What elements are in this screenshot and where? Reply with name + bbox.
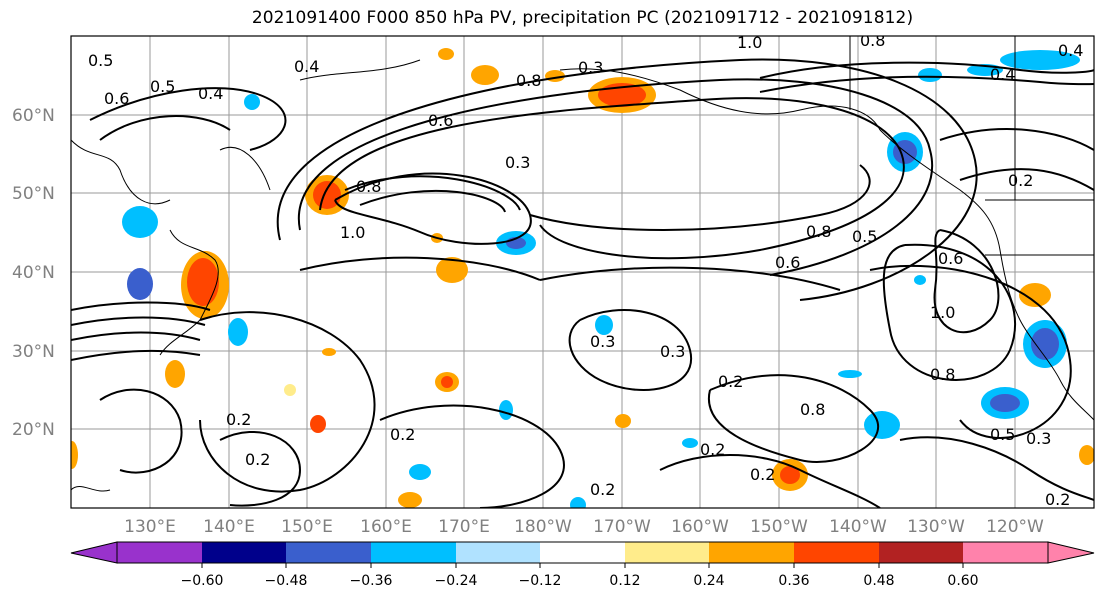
colorbar-tick-label: −0.24 xyxy=(435,573,478,589)
contour-label: 0.4 xyxy=(294,57,319,76)
contour-label: 0.5 xyxy=(88,51,113,70)
contour-label: 1.0 xyxy=(340,223,365,242)
lon-label: 140°E xyxy=(203,517,255,537)
colorbar-tick-label: −0.60 xyxy=(181,573,224,589)
colorbar-ticks xyxy=(201,563,964,568)
contour-label: 0.2 xyxy=(245,450,270,469)
contour-label: 0.4 xyxy=(198,84,223,103)
contour-label: 0.2 xyxy=(750,465,775,484)
contour-label: 0.2 xyxy=(226,410,251,429)
contour-label: 0.3 xyxy=(505,153,530,172)
colorbar-swatch xyxy=(709,542,794,563)
contour-label: 0.3 xyxy=(660,342,685,361)
lon-label: 170°E xyxy=(438,517,490,537)
contour-label: 0.3 xyxy=(590,332,615,351)
map-border xyxy=(70,35,1095,509)
lat-label: 50°N xyxy=(12,184,55,204)
colorbar-swatch xyxy=(879,542,963,563)
colorbar-swatch xyxy=(117,542,202,563)
contour-label: 0.6 xyxy=(938,249,963,268)
contour-label: 1.0 xyxy=(930,303,955,322)
colorbar-extend-high xyxy=(1047,541,1095,564)
colorbar-swatch xyxy=(794,542,879,563)
lon-label: 150°E xyxy=(281,517,333,537)
contour-label: 1.0 xyxy=(737,33,762,52)
contour-label: 0.8 xyxy=(860,31,885,50)
lat-label: 60°N xyxy=(12,106,55,126)
contour-label: 0.8 xyxy=(806,222,831,241)
contour-label: 0.8 xyxy=(516,71,541,90)
contour-label: 0.8 xyxy=(800,400,825,419)
contour-label: 0.2 xyxy=(718,372,743,391)
map-title: 2021091400 F000 850 hPa PV, precipitatio… xyxy=(251,8,914,28)
contour-label: 0.2 xyxy=(390,425,415,444)
colorbar-border xyxy=(116,541,1049,564)
precip-patches xyxy=(71,48,1094,508)
contour-label: 0.8 xyxy=(930,365,955,384)
colorbar-swatch xyxy=(456,542,540,563)
colorbar-extend-low xyxy=(70,541,118,564)
lat-label: 30°N xyxy=(12,342,55,362)
lat-label: 40°N xyxy=(12,263,55,283)
contour-label: 0.6 xyxy=(104,89,129,108)
lon-label: 130°E xyxy=(124,517,176,537)
contour-label: 0.4 xyxy=(1058,41,1083,60)
lon-label: 160°W xyxy=(671,517,729,537)
colorbar-tick-label: 0.48 xyxy=(863,573,894,589)
lon-label: 160°E xyxy=(360,517,412,537)
gridlines xyxy=(71,36,1094,508)
colorbar-tick-label: −0.12 xyxy=(519,573,562,589)
colorbar-tick-label: −0.48 xyxy=(265,573,308,589)
contour-labels: 0.5 0.6 0.5 0.4 0.4 0.6 0.3 0.8 1.0 0.8 … xyxy=(88,31,1083,509)
contour-label: 0.5 xyxy=(150,77,175,96)
contour-label: 0.6 xyxy=(428,111,453,130)
colorbar-tick-label: 0.12 xyxy=(609,573,640,589)
lon-label: 130°W xyxy=(907,517,965,537)
lon-label: 120°W xyxy=(986,517,1044,537)
colorbar-swatch xyxy=(963,542,1048,563)
colorbar-swatch xyxy=(625,542,709,563)
colorbar: −0.60 −0.48 −0.36 −0.24 −0.12 0.12 0.24 … xyxy=(70,541,1095,589)
colorbar-swatch xyxy=(371,542,456,563)
contour-label: 0.2 xyxy=(1045,490,1070,509)
lat-label: 20°N xyxy=(12,420,55,440)
colorbar-tick-label: 0.36 xyxy=(778,573,809,589)
colorbar-tick-label: 0.60 xyxy=(947,573,978,589)
colorbar-tick-label: 0.24 xyxy=(693,573,724,589)
contour-label: 0.8 xyxy=(356,177,381,196)
contour-label: 0.3 xyxy=(578,58,603,77)
contour-label: 0.2 xyxy=(1008,171,1033,190)
colorbar-swatch xyxy=(202,542,286,563)
contour-label: 0.5 xyxy=(990,425,1015,444)
coastlines xyxy=(71,36,1094,492)
contour-label: 0.4 xyxy=(990,65,1015,84)
colorbar-swatch xyxy=(286,542,371,563)
contour-label: 0.5 xyxy=(852,227,877,246)
contour-label: 0.2 xyxy=(590,480,615,499)
colorbar-tick-label: −0.36 xyxy=(350,573,393,589)
pv-contours xyxy=(71,58,1094,508)
lon-label: 170°W xyxy=(593,517,651,537)
latitude-labels: 60°N 50°N 40°N 30°N 20°N xyxy=(12,106,55,440)
lon-label: 140°W xyxy=(829,517,887,537)
lon-label: 150°W xyxy=(750,517,808,537)
colorbar-swatch xyxy=(540,542,625,563)
contour-label: 0.3 xyxy=(1026,429,1051,448)
contour-label: 0.6 xyxy=(775,253,800,272)
lon-label: 180°W xyxy=(514,517,572,537)
longitude-labels: 130°E 140°E 150°E 160°E 170°E 180°W 170°… xyxy=(124,517,1044,537)
contour-label: 0.2 xyxy=(700,440,725,459)
